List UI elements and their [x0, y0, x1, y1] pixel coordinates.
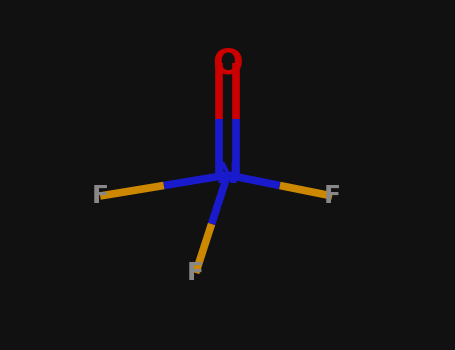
Text: F: F: [324, 184, 341, 208]
Text: O: O: [212, 46, 243, 80]
Text: F: F: [91, 184, 109, 208]
Text: F: F: [187, 261, 204, 285]
Text: N: N: [216, 161, 239, 189]
